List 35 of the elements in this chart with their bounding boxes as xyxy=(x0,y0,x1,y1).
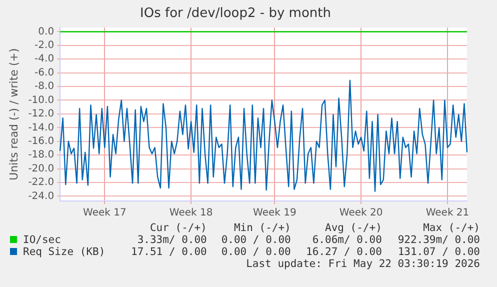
y-tick-label: -24.0 xyxy=(28,190,54,202)
text: 0.00 / 0.00 xyxy=(220,246,291,258)
text: 16.27 / 0.00 xyxy=(305,246,382,258)
text: Last update: Fri May 22 03:30:19 2026 xyxy=(245,258,480,270)
x-tick-label: Week 20 xyxy=(339,208,383,219)
y-tick-label: -4.0 xyxy=(34,54,54,65)
text: 131.07 / 0.00 xyxy=(396,246,480,258)
y-tick-label: -8.0 xyxy=(34,81,54,92)
text: 6.06m/ 0.00 xyxy=(311,234,382,246)
chart-title: IOs for /dev/loop2 - by month xyxy=(140,6,331,22)
x-tick-label: Week 17 xyxy=(83,208,126,219)
y-tick-label: -6.0 xyxy=(34,67,54,78)
y-tick-label: -10.0 xyxy=(28,94,54,106)
y-tick-label: -18.0 xyxy=(28,150,54,161)
y-tick-label: -20.0 xyxy=(28,163,54,174)
y-tick-label: -14.0 xyxy=(28,122,54,134)
text: Avg (-/+) xyxy=(324,222,382,234)
x-tick-label: Week 18 xyxy=(169,208,213,219)
text: Min (-/+) xyxy=(232,222,291,234)
text: Cur (-/+) xyxy=(148,222,207,234)
text: Max (-/+) xyxy=(422,222,480,234)
text: 922.39m/ 0.00 xyxy=(396,234,480,246)
y-axis-title: Units read (-) / write (+) xyxy=(7,48,20,180)
y-tick-label: -22.0 xyxy=(28,177,54,188)
y-tick-label: -16.0 xyxy=(28,136,54,147)
text: 3.33m/ 0.00 xyxy=(136,234,207,246)
legend-label: IO/sec xyxy=(23,234,61,246)
text: 0.00 / 0.00 xyxy=(220,234,291,246)
x-tick-label: Week 19 xyxy=(253,208,296,219)
y-tick-label: 0.0 xyxy=(38,26,54,38)
legend-label: Req Size (KB) xyxy=(23,246,106,258)
y-tick-label: -2.0 xyxy=(34,40,54,52)
x-tick-label: Week 21 xyxy=(426,208,470,219)
text: 17.51 / 0.00 xyxy=(130,246,207,258)
y-tick-label: -12.0 xyxy=(28,108,54,120)
